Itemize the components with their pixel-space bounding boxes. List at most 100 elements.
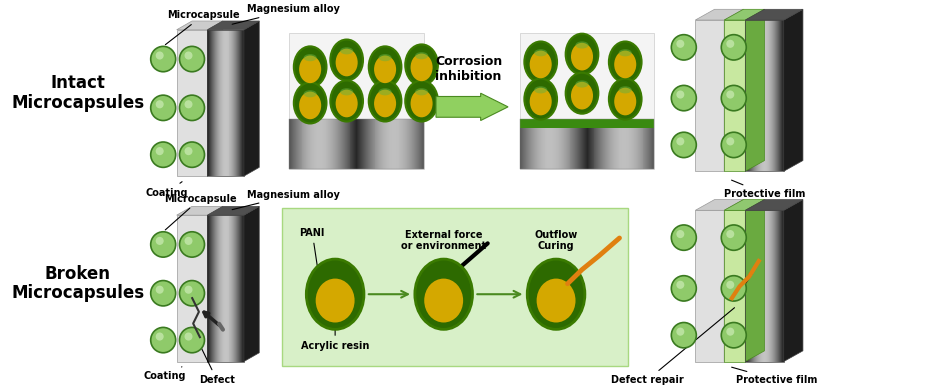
Polygon shape — [229, 30, 230, 176]
Polygon shape — [561, 119, 562, 169]
Polygon shape — [238, 215, 239, 362]
Polygon shape — [295, 119, 296, 169]
Polygon shape — [626, 119, 627, 169]
Polygon shape — [574, 119, 575, 169]
Polygon shape — [415, 119, 416, 169]
Polygon shape — [326, 119, 328, 169]
Polygon shape — [420, 119, 421, 169]
Circle shape — [726, 230, 733, 238]
Polygon shape — [695, 9, 743, 20]
Polygon shape — [235, 215, 236, 362]
Polygon shape — [293, 119, 294, 169]
Polygon shape — [406, 119, 407, 169]
Polygon shape — [342, 119, 343, 169]
Polygon shape — [780, 210, 781, 362]
Circle shape — [179, 142, 204, 167]
Polygon shape — [638, 119, 639, 169]
Polygon shape — [215, 30, 216, 176]
Polygon shape — [355, 119, 356, 169]
Polygon shape — [778, 20, 779, 171]
Ellipse shape — [575, 80, 588, 88]
Polygon shape — [409, 119, 410, 169]
Polygon shape — [177, 215, 207, 362]
Polygon shape — [568, 119, 569, 169]
Polygon shape — [762, 20, 763, 171]
Polygon shape — [371, 119, 372, 169]
Polygon shape — [225, 215, 226, 362]
Polygon shape — [763, 210, 764, 362]
Polygon shape — [393, 119, 394, 169]
Polygon shape — [372, 119, 373, 169]
Polygon shape — [635, 119, 636, 169]
Polygon shape — [353, 119, 354, 169]
Circle shape — [156, 333, 163, 341]
Polygon shape — [544, 119, 545, 169]
Polygon shape — [639, 119, 640, 169]
Polygon shape — [608, 119, 609, 169]
Polygon shape — [614, 119, 615, 169]
Polygon shape — [391, 119, 392, 169]
Polygon shape — [528, 119, 529, 169]
Polygon shape — [637, 119, 638, 169]
Polygon shape — [776, 20, 777, 171]
Polygon shape — [213, 215, 214, 362]
Polygon shape — [315, 119, 316, 169]
Polygon shape — [422, 119, 423, 169]
Polygon shape — [358, 119, 359, 169]
Polygon shape — [207, 30, 208, 176]
Polygon shape — [384, 119, 386, 169]
Polygon shape — [573, 119, 574, 169]
Polygon shape — [695, 199, 743, 210]
Ellipse shape — [299, 92, 321, 119]
Polygon shape — [319, 119, 320, 169]
Polygon shape — [618, 119, 619, 169]
Polygon shape — [578, 119, 579, 169]
Ellipse shape — [335, 90, 357, 117]
Polygon shape — [379, 119, 380, 169]
Polygon shape — [553, 119, 554, 169]
Polygon shape — [576, 119, 577, 169]
Polygon shape — [230, 30, 231, 176]
Polygon shape — [336, 119, 337, 169]
Polygon shape — [212, 30, 213, 176]
Polygon shape — [647, 119, 648, 169]
Polygon shape — [244, 21, 259, 176]
Polygon shape — [622, 119, 623, 169]
Polygon shape — [781, 20, 782, 171]
Polygon shape — [292, 119, 293, 169]
Polygon shape — [650, 119, 651, 169]
Polygon shape — [613, 119, 614, 169]
Polygon shape — [767, 210, 768, 362]
Polygon shape — [234, 30, 235, 176]
Polygon shape — [753, 210, 754, 362]
Polygon shape — [747, 20, 748, 171]
Polygon shape — [600, 119, 601, 169]
Polygon shape — [589, 119, 590, 169]
Polygon shape — [763, 20, 764, 171]
Polygon shape — [778, 210, 779, 362]
Polygon shape — [592, 119, 593, 169]
Polygon shape — [604, 119, 605, 169]
Ellipse shape — [306, 259, 363, 329]
Polygon shape — [751, 210, 752, 362]
Polygon shape — [316, 119, 317, 169]
Circle shape — [670, 85, 696, 111]
Polygon shape — [770, 210, 771, 362]
Polygon shape — [218, 215, 219, 362]
Polygon shape — [219, 30, 220, 176]
Polygon shape — [417, 119, 418, 169]
Circle shape — [184, 147, 193, 155]
Polygon shape — [367, 119, 368, 169]
Polygon shape — [780, 20, 781, 171]
Ellipse shape — [335, 48, 357, 76]
Polygon shape — [301, 119, 302, 169]
Polygon shape — [386, 119, 387, 169]
Circle shape — [179, 47, 204, 72]
Ellipse shape — [565, 34, 598, 74]
Polygon shape — [632, 119, 633, 169]
Ellipse shape — [575, 42, 588, 48]
Polygon shape — [723, 9, 764, 20]
Polygon shape — [350, 119, 351, 169]
Polygon shape — [611, 119, 612, 169]
Polygon shape — [224, 30, 225, 176]
